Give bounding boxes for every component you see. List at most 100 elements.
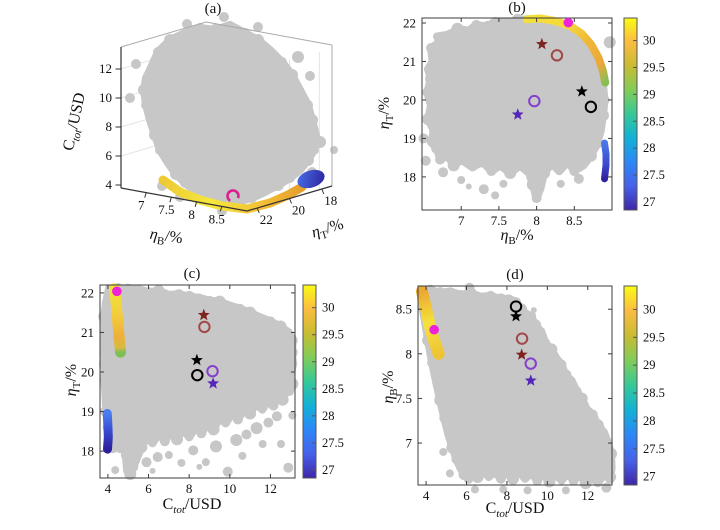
panel-c: 4 6 8 10 12 18 19 20 21 22 27 27.5 28 28.5 29 29.5 30 — [81, 283, 344, 496]
svg-text:8: 8 — [186, 481, 193, 496]
marker-maroon-star — [535, 37, 548, 50]
svg-text:29.5: 29.5 — [643, 330, 665, 344]
marker-purple-ring — [206, 365, 219, 378]
highlight-markers — [429, 300, 537, 386]
svg-text:4: 4 — [105, 481, 112, 496]
svg-text:27.5: 27.5 — [643, 442, 665, 456]
marker-black-star — [575, 85, 588, 97]
marker-maroon-star — [515, 348, 528, 360]
marker-purple-star — [207, 377, 220, 389]
svg-text:19: 19 — [81, 404, 94, 419]
svg-text:28: 28 — [322, 409, 335, 423]
svg-text:18: 18 — [324, 193, 337, 208]
svg-text:8.5: 8.5 — [566, 213, 582, 228]
marker-purple-ring — [528, 94, 541, 108]
svg-text:8: 8 — [106, 119, 113, 134]
svg-text:8: 8 — [406, 346, 413, 361]
svg-text:28.5: 28.5 — [643, 114, 665, 128]
blue-patch — [297, 169, 325, 189]
svg-text:27.5: 27.5 — [322, 436, 344, 450]
svg-text:20: 20 — [292, 203, 305, 218]
svg-text:4: 4 — [106, 177, 113, 192]
svg-text:6: 6 — [106, 148, 113, 163]
svg-text:4: 4 — [423, 488, 430, 503]
solution-cloud-3d — [125, 12, 338, 216]
svg-text:10: 10 — [223, 481, 236, 496]
pareto-front-band — [102, 283, 126, 454]
axes: 7 7.5 8 8.5 18 19 20 21 22 — [403, 16, 613, 228]
panel-d-ylabel: ηB/% — [379, 370, 401, 404]
svg-text:28.5: 28.5 — [643, 386, 665, 400]
svg-text:28: 28 — [643, 414, 656, 428]
svg-text:30: 30 — [322, 301, 335, 315]
pink-arc-marker — [226, 189, 240, 203]
svg-text:29.5: 29.5 — [322, 328, 344, 342]
marker-black-ring — [191, 368, 204, 382]
marker-purple-ring — [524, 357, 537, 370]
highlight-markers — [511, 17, 598, 120]
svg-text:18: 18 — [81, 444, 94, 459]
svg-text:18: 18 — [403, 169, 416, 184]
svg-text:22: 22 — [403, 16, 416, 31]
svg-text:29: 29 — [322, 355, 335, 369]
svg-text:10: 10 — [541, 488, 554, 503]
svg-text:7.5: 7.5 — [491, 213, 507, 228]
svg-text:30: 30 — [643, 34, 656, 48]
svg-text:7.5: 7.5 — [396, 391, 412, 406]
svg-text:27: 27 — [643, 470, 656, 484]
svg-text:7: 7 — [138, 198, 145, 213]
colorbar: 27 27.5 28 28.5 29 29.5 30 — [623, 285, 665, 486]
panel-b-title: (b) — [508, 0, 526, 16]
pareto-front-band — [522, 14, 610, 183]
svg-text:27.5: 27.5 — [643, 168, 665, 182]
svg-text:21: 21 — [403, 54, 416, 69]
colorbar: 27 27.5 28 28.5 29 29.5 30 — [623, 17, 665, 211]
svg-text:8: 8 — [533, 213, 540, 228]
panel-b-xlabel: ηB/% — [500, 227, 534, 248]
panel-c-title: (c) — [183, 266, 201, 282]
marker-black-star — [510, 310, 522, 322]
pareto-front-band-3d — [158, 175, 307, 214]
panel-c-xlabel: Ctot/USD — [162, 496, 222, 517]
panel-c-ylabel: ηT/% — [62, 363, 84, 397]
svg-text:29: 29 — [643, 87, 656, 101]
marker-maroon-ring — [550, 49, 564, 62]
colorbar: 27 27.5 28 28.5 29 29.5 30 — [302, 284, 344, 479]
axes: 4 6 8 10 12 7 7.5 8 8.5 — [396, 285, 613, 503]
marker-maroon-star — [197, 308, 210, 321]
panel-d: 4 6 8 10 12 7 7.5 8 8.5 27 27.5 28 28.5 29 29.5 30 — [396, 282, 665, 503]
panel-a-title: (a) — [204, 1, 222, 17]
svg-text:12: 12 — [581, 488, 594, 503]
solution-cloud — [98, 283, 299, 481]
marker-magenta-dot — [563, 17, 574, 28]
svg-text:29.5: 29.5 — [643, 60, 665, 74]
svg-text:8: 8 — [504, 488, 511, 503]
svg-text:20: 20 — [403, 92, 416, 107]
svg-text:27: 27 — [643, 195, 656, 209]
svg-text:6: 6 — [463, 488, 470, 503]
svg-text:12: 12 — [264, 481, 277, 496]
marker-purple-star — [511, 108, 524, 120]
svg-text:7: 7 — [458, 213, 465, 228]
svg-text:6: 6 — [145, 481, 152, 496]
svg-text:22: 22 — [81, 285, 94, 300]
svg-text:29: 29 — [643, 358, 656, 372]
marker-maroon-ring — [515, 332, 529, 345]
svg-text:7: 7 — [406, 436, 413, 451]
svg-text:28.5: 28.5 — [322, 382, 344, 396]
svg-text:22: 22 — [260, 212, 273, 227]
marker-black-ring — [584, 100, 598, 114]
svg-text:28: 28 — [643, 141, 656, 155]
panel-a: 4 6 8 10 12 7 7.5 8 8.5 22 20 18 — [99, 12, 338, 227]
svg-text:20: 20 — [81, 365, 94, 380]
svg-text:19: 19 — [403, 131, 416, 146]
svg-text:21: 21 — [81, 325, 94, 340]
highlight-markers — [112, 286, 220, 389]
svg-text:30: 30 — [643, 302, 656, 316]
svg-text:8: 8 — [188, 207, 195, 222]
svg-text:12: 12 — [99, 61, 112, 76]
panel-d-title: (d) — [506, 267, 524, 283]
panel-b-ylabel: ηT/% — [375, 96, 397, 130]
